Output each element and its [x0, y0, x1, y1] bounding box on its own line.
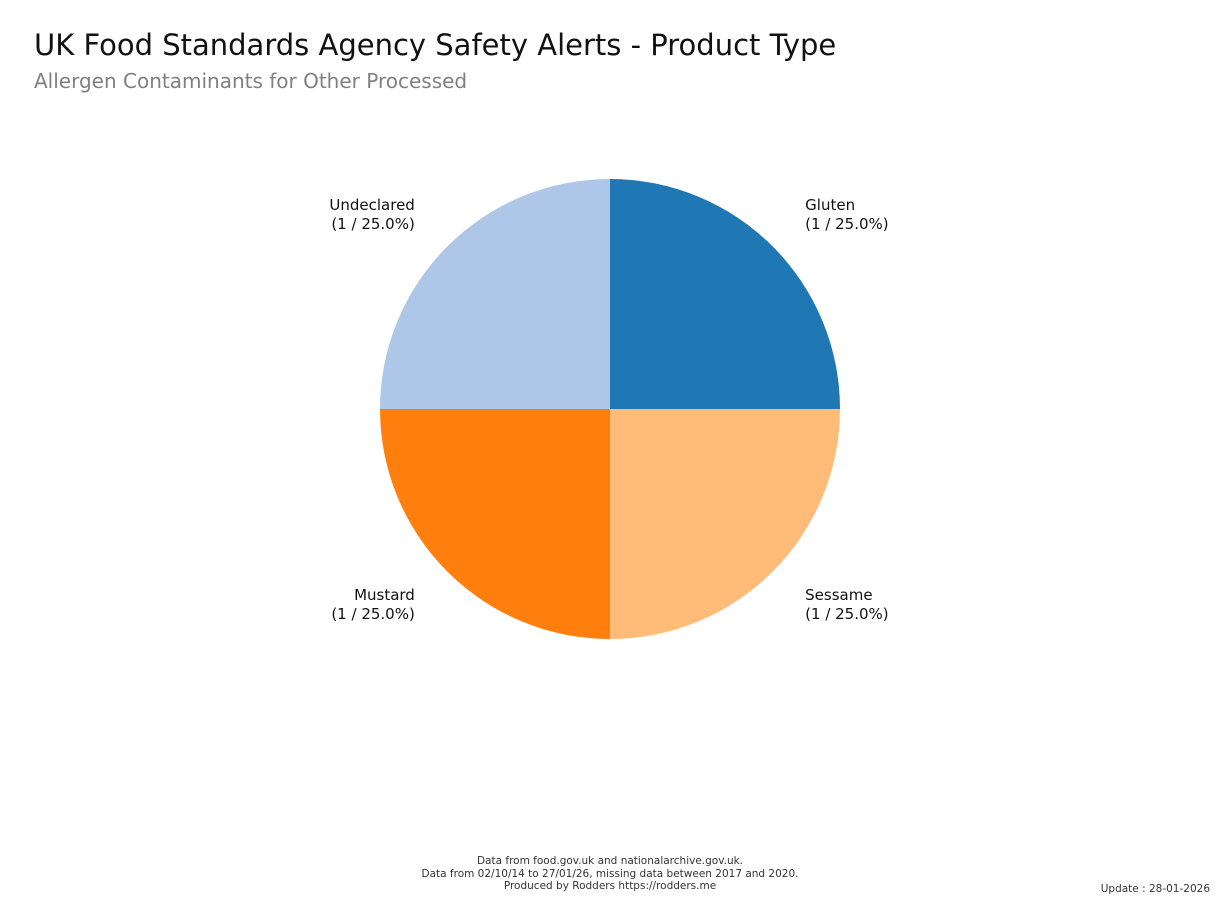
- pie-slice-sessame: [610, 409, 840, 639]
- footer-credit: Produced by Rodders https://rodders.me: [503, 880, 717, 892]
- footer-notes: Data from food.gov.uk and nationalarchiv…: [0, 855, 1220, 893]
- chart-subtitle: Allergen Contaminants for Other Processe…: [34, 69, 468, 93]
- pie-slice-undeclared: [380, 179, 610, 409]
- pie-label-gluten: Gluten: [805, 196, 855, 214]
- pie-label-undeclared: Undeclared: [329, 196, 414, 214]
- footer-source: Data from food.gov.uk and nationalarchiv…: [476, 855, 744, 867]
- footer-date-range: Data from 02/10/14 to 27/01/26, missing …: [421, 867, 799, 880]
- pie-value-label-mustard: (1 / 25.0%): [331, 605, 415, 623]
- pie-slice-gluten: [610, 179, 840, 409]
- pie-value-label-sessame: (1 / 25.0%): [805, 605, 889, 623]
- pie-value-label-undeclared: (1 / 25.0%): [331, 215, 415, 233]
- update-date: Update : 28-01-2026: [1100, 883, 1210, 895]
- pie-label-mustard: Mustard: [354, 586, 415, 604]
- chart-title: UK Food Standards Agency Safety Alerts -…: [34, 28, 837, 62]
- pie-label-sessame: Sessame: [805, 586, 872, 604]
- pie-slice-mustard: [380, 409, 610, 639]
- pie-value-label-gluten: (1 / 25.0%): [805, 215, 889, 233]
